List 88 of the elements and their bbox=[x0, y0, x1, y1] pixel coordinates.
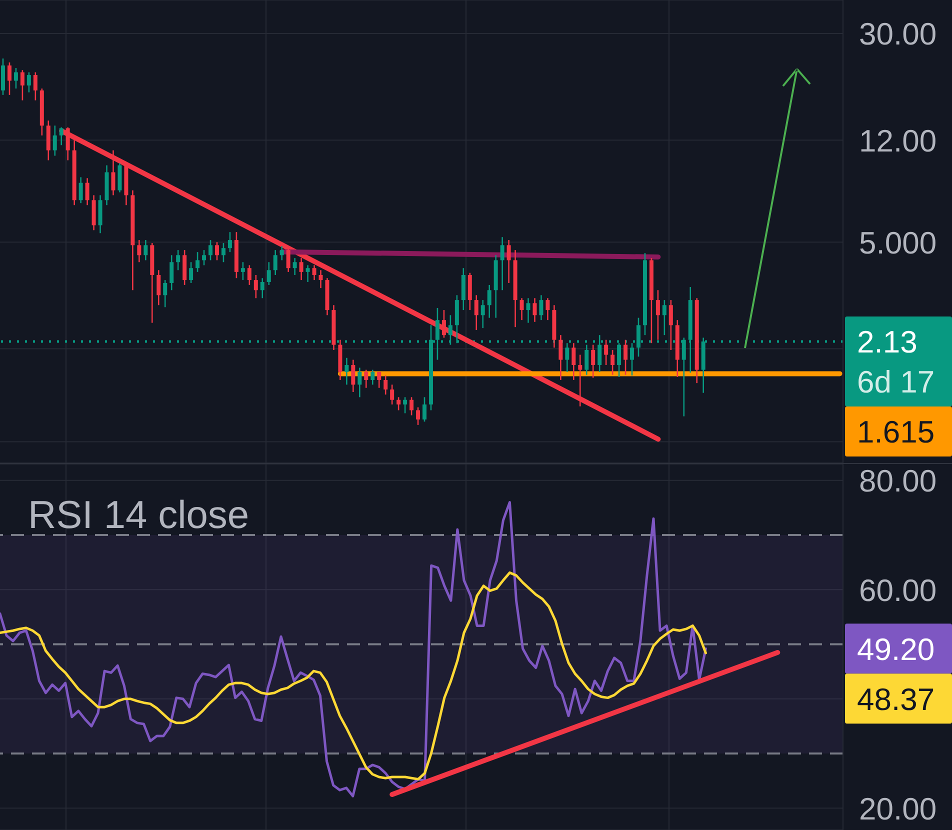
candlestick bbox=[221, 242, 226, 263]
candlestick bbox=[539, 294, 544, 321]
candlestick bbox=[506, 239, 511, 284]
candlestick bbox=[78, 176, 83, 204]
candlestick bbox=[247, 264, 252, 286]
candlestick bbox=[565, 342, 570, 373]
candlestick bbox=[156, 270, 161, 306]
candlestick bbox=[176, 249, 180, 271]
candlestick bbox=[170, 254, 174, 291]
candlestick bbox=[474, 294, 478, 331]
candlestick bbox=[20, 69, 24, 101]
y-tick-label: 5.000 bbox=[859, 225, 937, 260]
candlestick bbox=[33, 72, 38, 101]
candlestick bbox=[624, 339, 628, 376]
candlestick bbox=[292, 257, 297, 276]
candlestick bbox=[260, 277, 264, 299]
candlestick bbox=[546, 298, 550, 321]
candlestick bbox=[442, 309, 446, 338]
candlestick bbox=[364, 369, 368, 389]
candlestick bbox=[240, 261, 245, 281]
candlestick bbox=[111, 150, 116, 196]
candlestick bbox=[390, 384, 394, 406]
candlestick bbox=[384, 374, 388, 396]
candlestick bbox=[14, 67, 18, 90]
candlestick bbox=[208, 239, 213, 261]
candlestick bbox=[532, 298, 537, 323]
y-tick-label: 30.00 bbox=[859, 16, 937, 52]
candlestick bbox=[52, 124, 57, 156]
candlestick bbox=[312, 264, 316, 281]
candlestick bbox=[500, 236, 504, 291]
candlestick bbox=[318, 270, 323, 289]
candlestick bbox=[487, 284, 492, 318]
candlestick bbox=[59, 126, 64, 146]
candlestick bbox=[254, 274, 258, 299]
text: RSI 14 close bbox=[28, 494, 250, 537]
candlestick bbox=[480, 299, 485, 329]
candlestick bbox=[196, 251, 200, 273]
candlestick bbox=[7, 62, 12, 96]
text: 49.20 bbox=[857, 632, 935, 667]
candlestick bbox=[286, 247, 290, 273]
candlestick bbox=[668, 299, 673, 351]
line-series bbox=[0, 500, 708, 798]
line-series bbox=[0, 571, 708, 780]
candlestick bbox=[26, 72, 31, 93]
candlestick bbox=[273, 249, 278, 276]
candlestick bbox=[604, 339, 608, 366]
candlestick bbox=[584, 344, 589, 376]
candlestick bbox=[163, 279, 168, 308]
candlestick bbox=[344, 357, 349, 386]
y-tick-label: 80.00 bbox=[859, 464, 937, 499]
candlestick bbox=[280, 245, 284, 261]
y-tick-label: 20.00 bbox=[859, 791, 937, 826]
y-tick-label: 60.00 bbox=[859, 572, 937, 608]
ref-line-label: 2.13 bbox=[857, 324, 918, 360]
candlestick bbox=[214, 241, 219, 261]
candlestick bbox=[422, 396, 426, 422]
candlestick bbox=[591, 344, 596, 378]
candlestick bbox=[370, 369, 375, 386]
candlestick bbox=[85, 178, 90, 206]
candlestick bbox=[189, 261, 194, 284]
candlestick bbox=[403, 396, 408, 414]
candlestick bbox=[572, 342, 576, 381]
candlestick bbox=[202, 249, 206, 266]
candlestick bbox=[228, 231, 232, 253]
candlestick bbox=[416, 406, 420, 426]
candlestick bbox=[358, 367, 362, 398]
candlestick bbox=[266, 261, 271, 286]
candlestick bbox=[526, 298, 530, 324]
candlestick bbox=[630, 342, 634, 376]
candlestick bbox=[410, 396, 414, 416]
candlestick bbox=[137, 239, 142, 263]
data-label: 1.615 bbox=[857, 414, 935, 450]
candlestick bbox=[558, 334, 563, 381]
candlestick bbox=[656, 289, 660, 340]
text: 48.37 bbox=[857, 682, 935, 717]
candlestick bbox=[377, 371, 382, 389]
candlestick bbox=[662, 299, 666, 336]
candlestick bbox=[578, 354, 582, 407]
candlestick bbox=[396, 396, 401, 411]
y-tick-label: 12.00 bbox=[859, 123, 937, 158]
candlestick bbox=[610, 349, 615, 376]
text: 6d 17 bbox=[857, 364, 935, 400]
candlestick bbox=[351, 359, 356, 393]
candlestick bbox=[306, 264, 310, 283]
candlestick bbox=[520, 298, 524, 321]
candlestick bbox=[299, 257, 304, 281]
candlestick bbox=[435, 307, 440, 360]
candlestick bbox=[144, 239, 148, 261]
